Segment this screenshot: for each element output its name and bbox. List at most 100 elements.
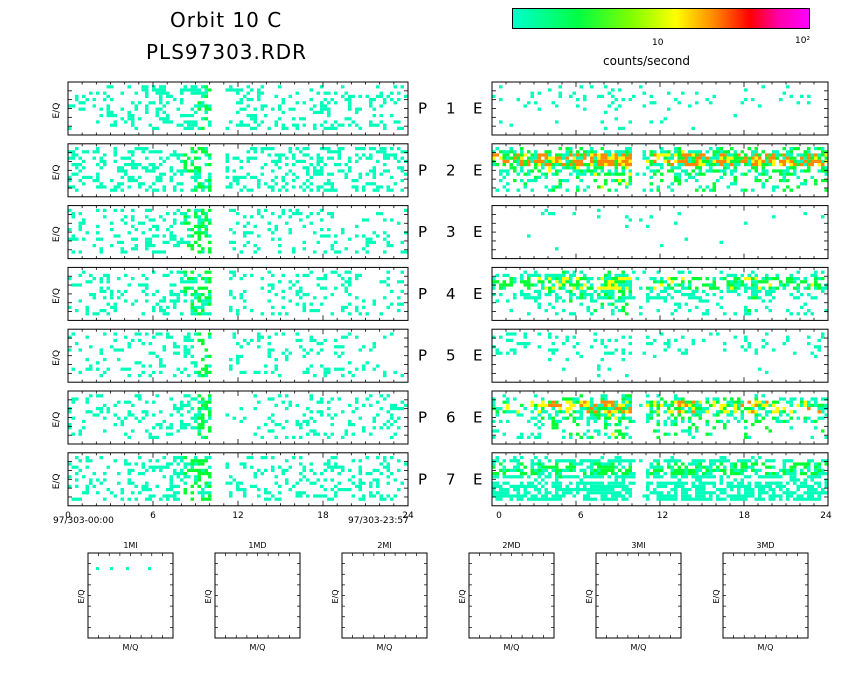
heatmap-cell [246,221,250,225]
heatmap-cell [309,397,313,401]
heatmap-cell [253,244,257,248]
heatmap-cell [586,423,590,427]
heatmap-cell [327,465,331,469]
heatmap-cell [628,419,632,423]
heatmap-cell [506,156,510,160]
heatmap-cell [271,237,275,241]
heatmap-cell [807,147,811,151]
heatmap-cell [358,94,362,98]
heatmap-cell [796,185,800,189]
heatmap-cell [611,159,615,163]
heatmap-cell [253,147,257,151]
heatmap-cell [509,332,513,336]
heatmap-cell [569,273,573,277]
heatmap-cell [267,299,271,303]
heatmap-cell [677,305,681,309]
heatmap-cell [712,159,716,163]
heatmap-cell [201,293,205,297]
heatmap-cell [695,296,699,300]
heatmap-cell [751,166,755,170]
heatmap-cell [285,354,289,358]
heatmap-cell [358,107,362,111]
heatmap-cell [499,491,503,495]
heatmap-cell [271,188,275,192]
heatmap-cell [646,296,650,300]
heatmap-cell [323,126,327,130]
heatmap-cell [295,126,299,130]
heatmap-cell [653,286,657,290]
heatmap-cell [614,403,618,407]
heatmap-cell [155,484,159,488]
heatmap-cell [604,179,608,183]
heatmap-cell [621,150,625,154]
heatmap-cell [744,286,748,290]
heatmap-cell [386,94,390,98]
heatmap-cell [288,169,292,173]
heatmap-cell [754,397,758,401]
heatmap-cell [141,416,145,420]
row-label-p: P [418,161,427,179]
heatmap-cell [782,179,786,183]
heatmap-cell [506,407,510,411]
heatmap-cell [337,488,341,492]
heatmap-cell [103,289,107,293]
heatmap-cell [495,481,499,485]
heatmap-cell [569,172,573,176]
heatmap-cell [527,435,531,439]
heatmap-cell [793,172,797,176]
heatmap-cell [751,283,755,287]
heatmap-cell [152,224,156,228]
heatmap-cell [744,338,748,342]
heatmap-cell [173,345,177,349]
heatmap-cell [744,348,748,352]
heatmap-cell [190,163,194,167]
heatmap-cell [106,114,110,118]
heatmap-cell [786,172,790,176]
heatmap-cell [341,335,345,339]
heatmap-cell [386,244,390,248]
row-label-num: 4 [446,285,456,303]
heatmap-cell [751,407,755,411]
heatmap-cell [141,488,145,492]
heatmap-cell [169,413,173,417]
heatmap-cell [173,342,177,346]
heatmap-cell [148,364,152,368]
heatmap-cell [821,147,825,151]
heatmap-cell [257,234,261,238]
file-name: PLS97303.RDR [146,40,308,64]
heatmap-cell [688,416,692,420]
heatmap-cell [278,465,282,469]
heatmap-cell [502,481,506,485]
heatmap-cell [127,478,131,482]
heatmap-cell [695,163,699,167]
heatmap-cell [663,153,667,157]
heatmap-cell [772,188,776,192]
heatmap-cell [376,234,380,238]
heatmap-cell [271,494,275,498]
heatmap-cell [814,182,818,186]
heatmap-cell [320,85,324,89]
heatmap-cell [709,166,713,170]
heatmap-cell [593,150,597,154]
heatmap-cell [229,494,233,498]
heatmap-cell [113,185,117,189]
heatmap-cell [530,468,534,472]
heatmap-cell [618,126,622,130]
heatmap-cell [509,166,513,170]
heatmap-cell [134,91,138,95]
heatmap-cell [82,475,86,479]
heatmap-cell [551,426,555,430]
heatmap-cell [201,491,205,495]
heatmap-cell [194,172,198,176]
heatmap-cell [723,172,727,176]
heatmap-cell [688,175,692,179]
heatmap-cell [600,338,604,342]
heatmap-cell [698,169,702,173]
heatmap-cell [379,497,383,501]
heatmap-cell [204,85,208,89]
heatmap-cell [194,215,198,219]
heatmap-cell [695,407,699,411]
heatmap-cell [386,494,390,498]
heatmap-cell [334,163,338,167]
heatmap-cell [576,150,580,154]
